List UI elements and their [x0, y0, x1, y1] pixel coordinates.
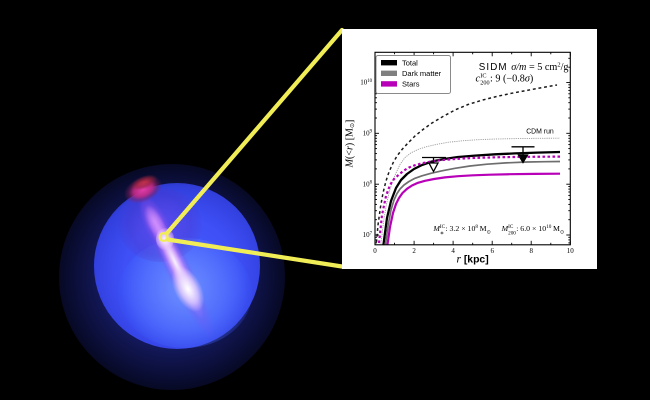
svg-text:⊙: ⊙ — [560, 230, 564, 236]
svg-text:Dark matter: Dark matter — [402, 69, 442, 78]
svg-text:108: 108 — [363, 180, 373, 188]
svg-text:M(<r) [M⊙]: M(<r) [M⊙] — [344, 120, 356, 169]
svg-text:4: 4 — [451, 247, 455, 255]
svg-text:107: 107 — [363, 231, 373, 239]
svg-text:∗: ∗ — [440, 230, 444, 236]
svg-text:M: M — [553, 224, 560, 233]
svg-text:M: M — [432, 224, 440, 233]
svg-text:: 9 (−0.8σ): : 9 (−0.8σ) — [490, 73, 533, 84]
svg-text:M: M — [501, 224, 509, 233]
svg-text:IC: IC — [440, 224, 446, 230]
svg-text:6: 6 — [490, 247, 494, 255]
svg-text:8: 8 — [475, 224, 478, 230]
svg-text:109: 109 — [363, 130, 373, 138]
svg-text:r [kpc]: r [kpc] — [457, 254, 489, 266]
svg-text:10: 10 — [567, 247, 575, 255]
svg-text:10: 10 — [546, 224, 552, 230]
svg-text:Stars: Stars — [402, 80, 420, 89]
svg-text:200: 200 — [508, 230, 516, 236]
svg-text:IC: IC — [480, 73, 486, 80]
svg-text:Total: Total — [402, 58, 418, 67]
svg-text:M: M — [480, 224, 487, 233]
svg-text:0: 0 — [373, 247, 377, 255]
svg-text:2: 2 — [412, 247, 416, 255]
svg-text:IC: IC — [508, 224, 514, 230]
svg-text:: 3.2 × 10: : 3.2 × 10 — [445, 224, 475, 233]
svg-text:200: 200 — [480, 80, 489, 87]
svg-text:c: c — [476, 73, 481, 84]
svg-text:CDM run: CDM run — [526, 129, 554, 136]
svg-text:: 6.0 × 10: : 6.0 × 10 — [516, 224, 546, 233]
svg-text:SIDM σ/m = 5 cm2/g: SIDM σ/m = 5 cm2/g — [479, 61, 569, 72]
svg-text:⊙: ⊙ — [487, 230, 491, 236]
svg-text:1010: 1010 — [360, 79, 372, 87]
svg-text:8: 8 — [529, 247, 533, 255]
